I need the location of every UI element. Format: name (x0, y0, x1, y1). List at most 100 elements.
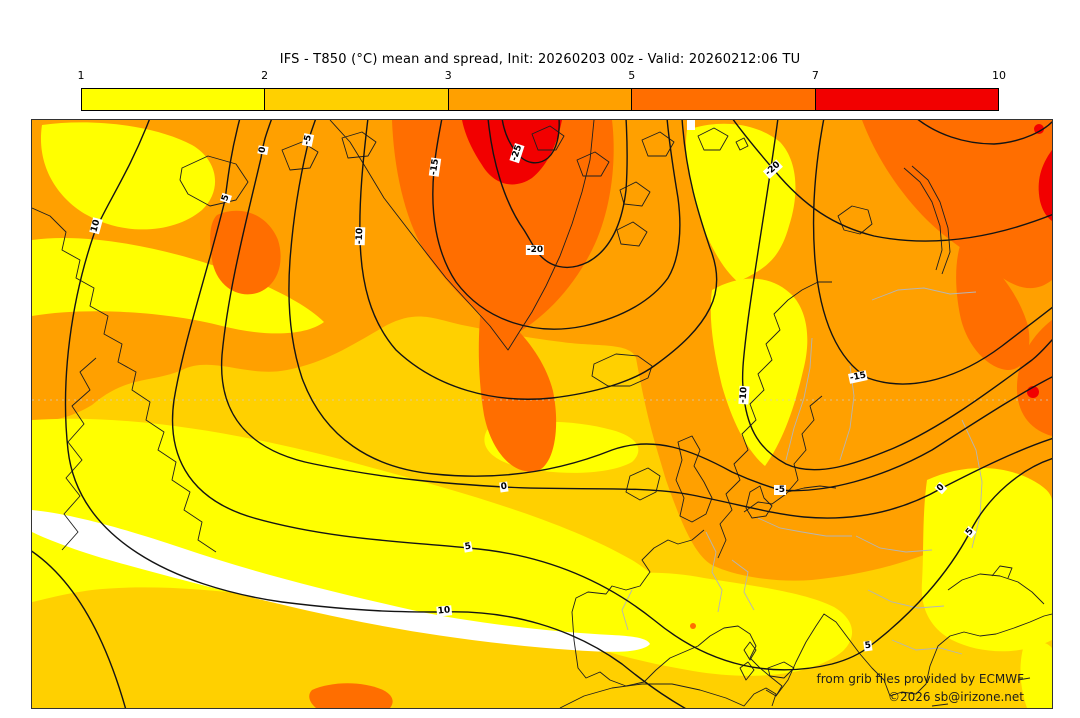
coastline-path (341, 131, 377, 159)
contour-lines (32, 120, 1052, 708)
coastline-path (991, 565, 1013, 579)
contour-label: 5 (463, 541, 473, 553)
country-border-line (891, 639, 963, 655)
coastline-path (559, 683, 777, 708)
colorbar-tick-label: 7 (811, 69, 819, 82)
coastline-path (625, 467, 661, 501)
contour-label: -10 (354, 226, 366, 246)
country-border-line (785, 337, 813, 461)
field-region (309, 683, 393, 708)
country-border-line (855, 535, 933, 553)
field-region (1020, 641, 1052, 708)
coastline-path (931, 703, 949, 707)
coastline-path (745, 485, 773, 519)
contour-line (501, 120, 560, 164)
colorbar-segment (82, 89, 265, 110)
colorbar-segment (814, 89, 999, 110)
contour-line (732, 120, 1052, 242)
country-border-line (621, 589, 633, 631)
country-border-line (705, 531, 723, 613)
page-title: IFS - T850 (°C) mean and spread, Init: 2… (279, 52, 801, 67)
colorbar-ticks: 1 2 3 5 7 10 (77, 69, 1007, 83)
field-region (1034, 124, 1044, 134)
coastline-path (911, 165, 951, 275)
field-region (710, 278, 808, 466)
coastline-path (739, 661, 755, 681)
field-region (921, 468, 1052, 652)
attribution-source: from grib files provided by ECMWF (816, 672, 1024, 686)
coastline-path (179, 155, 249, 207)
coastline-path (675, 435, 713, 523)
coastline-path (743, 641, 757, 661)
contour-label: 10 (436, 605, 452, 617)
field-region (690, 623, 696, 629)
map-svg (32, 120, 1052, 708)
colorbar-tick-label: 3 (444, 69, 452, 82)
coastline-path (329, 120, 595, 351)
field-region (40, 122, 216, 230)
country-border-line (731, 559, 755, 611)
field-region (1038, 150, 1052, 221)
contour-line (359, 120, 718, 400)
coastline-path (576, 151, 610, 177)
field-region (32, 418, 673, 649)
country-border-line (871, 287, 977, 301)
coastline-path (591, 353, 653, 387)
coastlines (32, 120, 1052, 708)
colorbar-tick-label: 10 (992, 69, 1006, 82)
coastline-path (61, 357, 97, 551)
contour-label: 0 (257, 145, 269, 155)
colorbar-segment (264, 89, 448, 110)
contour-label: 0 (499, 481, 509, 493)
field-region (1032, 378, 1052, 416)
attribution-copyright: ©2026 sb@irizone.net (888, 690, 1024, 704)
contour-line (64, 120, 686, 708)
contour-line (487, 120, 628, 269)
coastline-path (735, 137, 749, 151)
contour-line (171, 120, 1052, 671)
colorbar-tick-label: 1 (77, 69, 85, 82)
contour-label: -5 (774, 485, 786, 495)
coastline-path (531, 125, 565, 151)
contour-line (741, 120, 1052, 471)
field-region (956, 240, 1030, 371)
spread-field (32, 120, 1052, 708)
coastline-path (717, 281, 832, 559)
field-region (515, 364, 527, 376)
coastline-path (697, 127, 729, 151)
country-border-line (961, 419, 983, 549)
colorbar (81, 88, 999, 111)
contour-line (288, 120, 1052, 492)
colorbar-tick-label: 2 (261, 69, 269, 82)
map-panel: 10 5 0 -5 -10 -15 -25 -20 -20 -15 -10 -5 0 5 0 5 10 5 fro… (31, 119, 1053, 709)
field-region (392, 120, 614, 336)
colorbar-segment (447, 89, 632, 110)
contour-line (32, 550, 127, 708)
contour-label: -10 (738, 385, 750, 405)
country-border-line (757, 517, 852, 537)
colorbar-segment (631, 89, 815, 110)
contour-label: 5 (863, 640, 873, 652)
coastline-path (743, 395, 823, 513)
field-region (32, 237, 324, 334)
coastline-path (775, 613, 1052, 697)
field-region (32, 120, 1052, 581)
contour-line (812, 120, 1052, 385)
country-borders (621, 287, 983, 655)
field-region (210, 210, 281, 295)
coastline-path (903, 167, 943, 271)
contour-label (687, 120, 695, 130)
coastline-path (1017, 677, 1031, 681)
field-region (862, 120, 1052, 289)
coastline-path (281, 141, 319, 171)
coastline-path (619, 181, 651, 207)
coastline-path (767, 661, 795, 679)
contour-label: -20 (525, 245, 545, 255)
field-region (478, 300, 557, 472)
coastline-path (947, 573, 1045, 605)
colorbar-tick-label: 5 (628, 69, 636, 82)
coastline-path (616, 221, 648, 247)
coastline-path (32, 207, 217, 553)
country-border-line (867, 589, 945, 609)
